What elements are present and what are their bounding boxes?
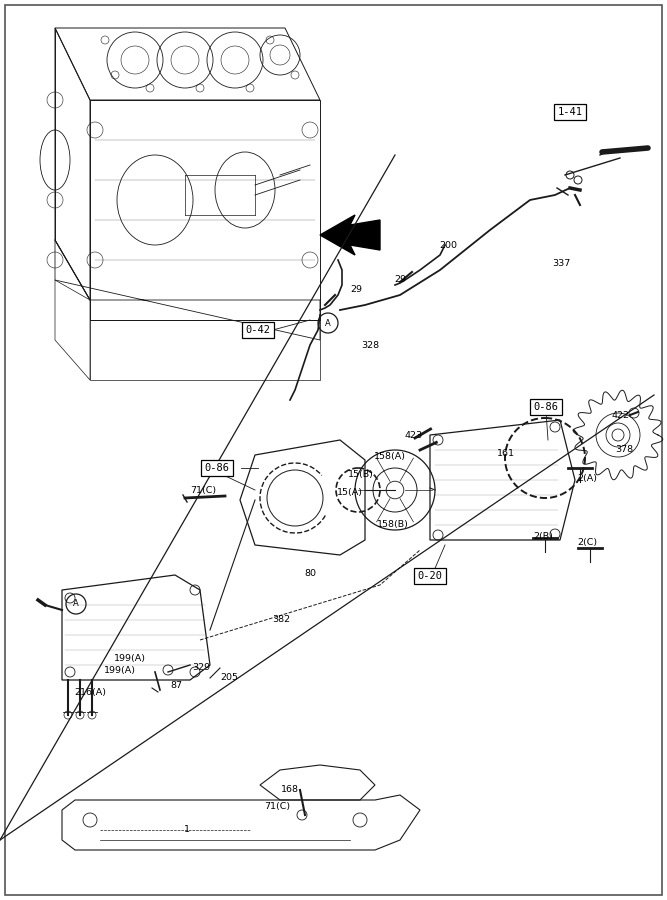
Text: 1: 1 [184,825,190,834]
Text: 422: 422 [612,411,630,420]
Text: 329: 329 [192,662,210,671]
Text: 328: 328 [361,341,379,350]
Text: 161: 161 [497,448,515,457]
Text: 87: 87 [170,681,182,690]
Text: 158(B): 158(B) [377,519,409,528]
Text: 29: 29 [394,275,406,284]
Text: 15(A): 15(A) [337,488,363,497]
Text: A: A [325,319,331,328]
Text: 2(A): 2(A) [577,473,597,482]
Text: 71(C): 71(C) [264,802,290,811]
Text: 158(A): 158(A) [374,453,406,462]
Text: 423: 423 [405,430,423,439]
Text: 2(B): 2(B) [533,532,553,541]
Text: 1-41: 1-41 [558,107,582,117]
Text: A: A [73,599,79,608]
Text: 382: 382 [272,616,290,625]
Text: 29: 29 [350,285,362,294]
Text: 0-86: 0-86 [205,463,229,473]
Polygon shape [320,215,380,255]
Text: 0-42: 0-42 [245,325,271,335]
Text: 71(C): 71(C) [190,485,216,494]
Text: 199(A): 199(A) [104,667,136,676]
Text: 0-86: 0-86 [534,402,558,412]
Text: 80: 80 [304,570,316,579]
Text: 216(A): 216(A) [74,688,106,697]
Text: 199(A): 199(A) [114,653,146,662]
Text: 337: 337 [552,258,570,267]
Text: 200: 200 [439,241,457,250]
Text: 0-20: 0-20 [418,571,442,581]
Text: 15(B): 15(B) [348,471,374,480]
Text: 205: 205 [220,673,238,682]
Text: 378: 378 [615,446,633,454]
Text: 2(C): 2(C) [577,538,597,547]
Text: 168: 168 [281,786,299,795]
